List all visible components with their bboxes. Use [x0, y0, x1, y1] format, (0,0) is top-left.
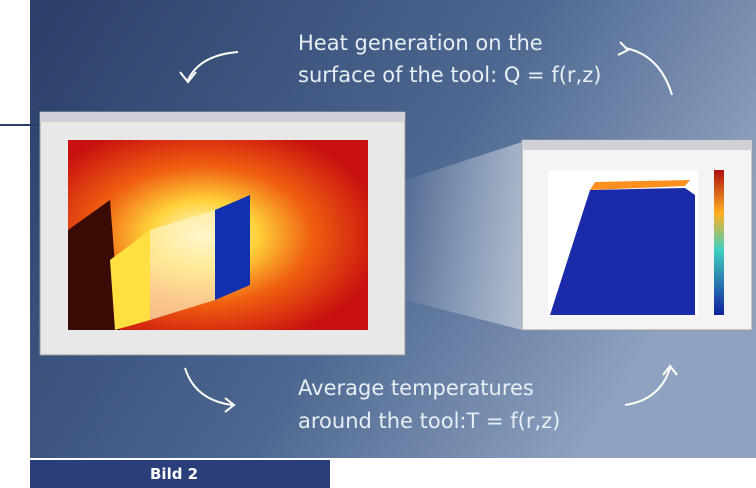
caption: Bild 2: [150, 465, 198, 483]
figure: Heat generation on the surface of the to…: [0, 0, 756, 488]
bottom-text: around the tool:T = f(r,z): [298, 409, 560, 433]
top-text: Heat generation on the: [298, 31, 543, 55]
bottom-text: Average temperatures: [298, 376, 534, 400]
right-screenshot: [522, 140, 752, 330]
top-text: surface of the tool: Q = f(r,z): [298, 63, 601, 87]
left-screenshot: [40, 112, 405, 355]
